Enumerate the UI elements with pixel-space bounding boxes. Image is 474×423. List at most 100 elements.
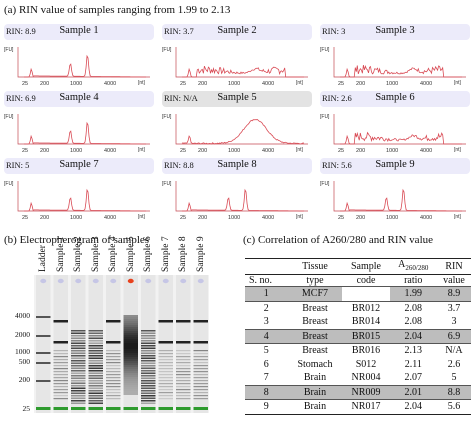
degraded-band: [88, 347, 103, 349]
marker-band: [106, 407, 121, 410]
faint-band: [158, 359, 173, 361]
degraded-band: [141, 390, 156, 392]
electropherogram-trace: [FU] [nt] 25 200 1000 4000: [4, 181, 150, 221]
faint-band: [158, 383, 173, 385]
smear-band: [123, 355, 138, 357]
cell-rin: 8.8: [436, 384, 471, 400]
faint-band: [193, 353, 208, 355]
smear-band: [123, 365, 138, 367]
degraded-band: [88, 342, 103, 344]
cell-tissue: Breast: [302, 316, 328, 327]
axis-nt-label: [nt]: [138, 147, 146, 153]
loading-well: [127, 278, 134, 284]
degraded-band: [88, 387, 103, 389]
cell-tissue: Breast: [302, 345, 328, 356]
smear-band: [123, 357, 138, 359]
marker-band: [123, 407, 138, 410]
ladder-band: [36, 352, 51, 354]
smear-band: [123, 391, 138, 393]
faint-band: [53, 356, 68, 358]
degraded-band: [88, 340, 103, 342]
rrna-28s-band: [158, 320, 173, 323]
smear-band: [123, 367, 138, 369]
degraded-band: [88, 377, 103, 379]
marker-band: [53, 407, 68, 410]
degraded-band: [141, 387, 156, 389]
cell-code: BR016: [351, 345, 381, 356]
smear-band: [123, 349, 138, 351]
cell-rin: 2.6: [447, 358, 461, 370]
faint-band: [106, 389, 121, 391]
cell-tissue: Breast: [287, 328, 343, 344]
smear-band: [123, 369, 138, 371]
tick-1000: 1000: [386, 81, 398, 87]
cell-tissue: Brain: [303, 372, 327, 383]
degraded-band: [88, 385, 103, 387]
smear-band: [123, 375, 138, 377]
table-row: 7 Brain NR004 2.07 5: [245, 371, 471, 385]
degraded-band: [141, 400, 156, 402]
degraded-band: [88, 370, 103, 372]
degraded-band: [141, 330, 156, 332]
table-row: 6 Stomach S012 2.11 2.6: [245, 358, 471, 372]
lane-label: Sample 3: [90, 236, 101, 272]
ladder-band: [36, 316, 51, 318]
tick-25: 25: [22, 148, 28, 154]
axis-fu-label: [FU]: [4, 114, 14, 120]
tick-25: 25: [338, 148, 344, 154]
degraded-band: [71, 365, 86, 367]
tick-25: 25: [338, 81, 344, 87]
smear-band: [123, 371, 138, 373]
tick-200: 200: [40, 148, 49, 154]
degraded-band: [141, 355, 156, 357]
loading-well: [110, 278, 117, 284]
cell-code: BR012: [351, 302, 381, 314]
tick-25: 25: [338, 215, 344, 221]
trace-line: [181, 119, 305, 145]
faint-band: [158, 380, 173, 382]
tick-25: 25: [180, 215, 186, 221]
cell-sno: 6: [263, 358, 269, 370]
degraded-band: [141, 337, 156, 339]
sample-rin: RIN: 6.9: [6, 93, 36, 103]
electropherogram-trace: [FU] [nt] 25 200 1000 4000: [4, 114, 150, 154]
sample-rin: RIN: 3.7: [164, 26, 194, 36]
sample-header: Sample 6 RIN: 2.6: [320, 91, 470, 107]
marker-band: [36, 407, 51, 410]
header-ratio-sub: 260/280: [405, 264, 429, 272]
degraded-band: [88, 360, 103, 362]
header-tissue-2: type: [306, 275, 324, 286]
smear-band: [123, 343, 138, 345]
sample-panel: Sample 7 RIN: 5 [FU] [nt] 25 200 1000 4000: [4, 158, 154, 222]
faint-band: [176, 377, 191, 379]
cell-code: S012: [355, 358, 377, 370]
degraded-band: [141, 382, 156, 384]
faint-band: [193, 380, 208, 382]
rrna-28s-band: [53, 320, 68, 323]
sample-rin: RIN: 3: [322, 26, 346, 36]
loading-well: [92, 278, 99, 284]
faint-band: [193, 377, 208, 379]
degraded-band: [88, 372, 103, 374]
loading-well: [57, 278, 64, 284]
degraded-band: [141, 357, 156, 359]
degraded-band: [141, 335, 156, 337]
faint-band: [106, 383, 121, 385]
cell-rin: 5.6: [447, 401, 461, 412]
size-tick-label: 25: [22, 404, 31, 413]
degraded-band: [71, 342, 86, 344]
sample-header: Sample 8 RIN: 8.8: [162, 158, 312, 174]
degraded-band: [141, 352, 156, 354]
degraded-band: [141, 350, 156, 352]
table-row: 1 MCF7 1.99 8.9: [245, 286, 471, 302]
faint-band: [106, 350, 121, 352]
faint-band: [53, 386, 68, 388]
cell-ratio: 2.04: [404, 401, 423, 412]
plot-axis: [175, 114, 308, 145]
cell-code: NR004: [351, 372, 381, 383]
axis-fu-label: [FU]: [320, 47, 330, 53]
degraded-band: [71, 347, 86, 349]
axis-fu-label: [FU]: [320, 114, 330, 120]
faint-band: [106, 359, 121, 361]
faint-band: [106, 392, 121, 394]
